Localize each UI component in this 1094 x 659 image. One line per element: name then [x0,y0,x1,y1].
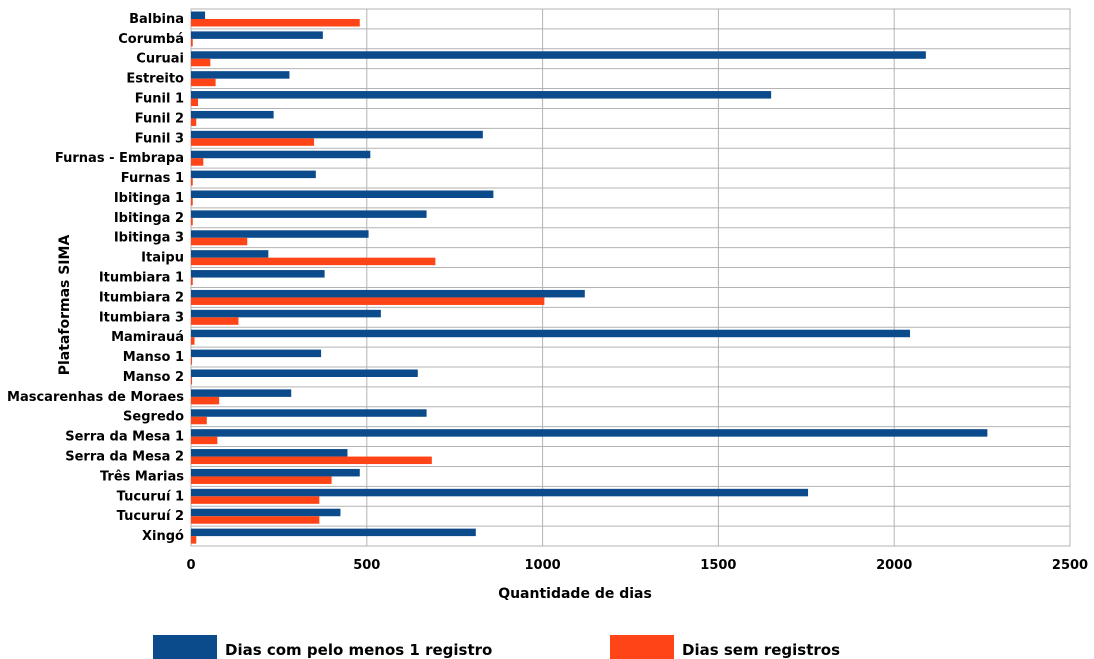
x-tick-label-2: 1000 [525,558,561,573]
category-label-24: Tucuruí 1 [117,489,184,504]
category-label-23: Três Marias [100,469,184,484]
bar-series-2-20 [191,416,207,425]
category-label-18: Manso 2 [123,370,184,385]
x-tick-label-0: 0 [186,558,195,573]
bar-series-2-11 [191,237,248,246]
category-label-21: Serra da Mesa 1 [65,430,184,445]
bar-series-1-2 [191,51,926,59]
bar-series-2-22 [191,456,432,465]
bar-series-1-18 [191,369,418,377]
category-label-0: Balbina [129,12,184,27]
legend-label-series-2: Dias sem registros [682,641,840,659]
legend-swatch-series-1 [153,635,217,659]
bar-series-2-18 [191,377,193,385]
bar-series-1-14 [191,289,585,298]
bar-series-2-5 [191,118,197,126]
bar-series-2-3 [191,78,216,87]
category-label-26: Xingó [142,529,184,544]
bar-series-1-25 [191,508,341,517]
category-label-7: Furnas - Embrapa [55,151,184,166]
bar-series-2-13 [191,277,193,286]
category-label-12: Itaipu [141,251,184,266]
x-tick-label-3: 1500 [700,558,736,573]
bar-series-2-0 [191,19,360,27]
bar-series-1-24 [191,488,809,497]
bar-series-2-26 [191,536,197,544]
bar-series-1-7 [191,150,371,159]
category-label-20: Segredo [123,410,184,425]
x-tick-label-5: 2500 [1052,558,1088,573]
bar-series-2-12 [191,257,436,266]
legend: Dias com pelo menos 1 registro Dias sem … [153,635,840,659]
bar-series-2-19 [191,396,220,405]
category-label-22: Serra da Mesa 2 [65,450,184,465]
bar-series-1-8 [191,170,316,179]
x-axis-title: Quantidade de dias [498,586,652,602]
x-tick-label-1: 500 [353,558,380,573]
bar-series-1-17 [191,349,322,358]
legend-swatch-series-2 [610,635,674,659]
bar-series-2-8 [191,178,193,186]
bar-series-1-4 [191,91,772,99]
bar-series-2-1 [191,38,193,47]
y-axis-title: Plataformas SIMA [57,235,73,376]
bar-series-2-9 [191,198,193,206]
category-label-3: Estreito [126,72,184,87]
category-label-2: Curuai [136,52,184,67]
bar-series-1-19 [191,389,292,397]
category-label-19: Mascarenhas de Moraes [7,390,184,405]
category-label-25: Tucuruí 2 [117,509,184,524]
bar-series-1-10 [191,210,427,218]
bar-series-1-6 [191,130,483,139]
bar-series-2-23 [191,476,332,484]
category-label-17: Manso 1 [123,350,184,365]
bar-series-1-3 [191,71,290,79]
bar-series-2-21 [191,436,218,445]
category-label-14: Itumbiara 2 [99,290,184,305]
category-label-8: Furnas 1 [121,171,184,186]
bar-series-2-24 [191,496,320,504]
bar-series-2-10 [191,217,193,226]
bar-series-1-26 [191,528,476,537]
bar-series-1-13 [191,270,325,278]
bar-series-1-5 [191,110,274,119]
category-label-6: Funil 3 [135,131,184,146]
bar-series-1-16 [191,329,911,338]
category-label-1: Corumbá [118,32,184,47]
bar-series-1-20 [191,409,427,417]
bar-series-2-6 [191,138,315,146]
bar-series-2-14 [191,297,545,305]
bar-series-2-2 [191,58,211,67]
category-label-11: Ibitinga 3 [114,231,184,246]
bar-series-1-9 [191,190,494,198]
bar-series-1-12 [191,250,269,258]
bar-series-1-11 [191,230,369,238]
category-label-15: Itumbiara 3 [99,310,184,325]
bar-series-2-16 [191,337,195,345]
bar-series-2-15 [191,317,239,325]
category-label-10: Ibitinga 2 [114,211,184,226]
legend-label-series-1: Dias com pelo menos 1 registro [225,641,492,659]
category-labels: Balbina Corumbá Curuai Estreito Funil 1 Funil… [7,12,184,544]
bar-series-1-15 [191,309,381,318]
bar-series-2-4 [191,98,199,107]
bar-series-2-7 [191,158,204,166]
bar-series-2-25 [191,516,320,524]
category-label-5: Funil 2 [135,111,184,126]
bar-series-1-22 [191,449,348,457]
bar-series-2-17 [191,357,193,365]
bar-series-1-0 [191,11,206,19]
bar-series-1-1 [191,31,323,39]
bar-series-1-21 [191,429,988,437]
bars [191,11,988,544]
category-label-13: Itumbiara 1 [99,271,184,286]
bar-series-1-23 [191,468,360,477]
category-label-9: Ibitinga 1 [114,191,184,206]
category-label-4: Funil 1 [135,92,184,107]
x-tick-label-4: 2000 [876,558,912,573]
category-label-16: Mamirauá [111,330,184,345]
x-tick-labels: 0 500 1000 1500 2000 2500 [186,558,1088,573]
